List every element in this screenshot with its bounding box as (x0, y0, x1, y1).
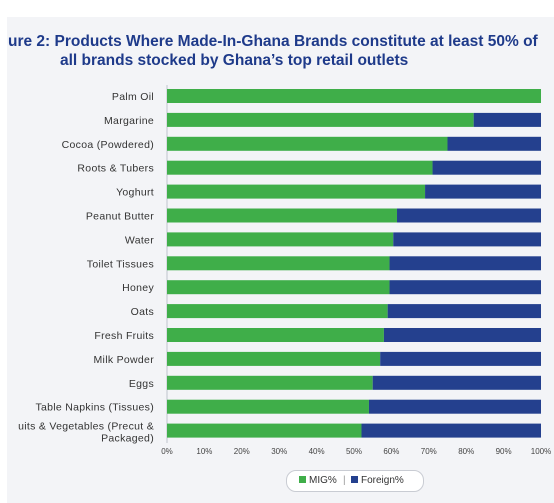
bar-foreign-8 (389, 280, 541, 295)
bar-foreign-12 (372, 375, 541, 390)
x-tick-label: 70% (421, 447, 437, 456)
category-label: Oats (131, 306, 154, 318)
x-tick-label: 50% (346, 447, 362, 456)
bar-foreign-6 (393, 232, 541, 247)
x-tick-label: 30% (271, 447, 287, 456)
legend-separator: | (343, 475, 346, 486)
bar-foreign-14 (361, 423, 541, 438)
bar-mig-6 (167, 232, 394, 247)
bar-mig-3 (167, 160, 433, 175)
legend-label-foreign: Foreign% (361, 475, 404, 486)
bar-mig-1 (167, 112, 474, 127)
bar-foreign-11 (380, 351, 541, 366)
category-label: Milk Powder (94, 354, 155, 366)
title-line-2: all brands stocked by Ghana’s top retail… (60, 52, 409, 69)
category-label: Fresh Fruits (94, 330, 154, 342)
bar-foreign-13 (368, 399, 541, 414)
bar-mig-0 (167, 89, 541, 103)
bar-foreign-7 (389, 256, 541, 271)
bar-mig-13 (167, 399, 369, 414)
category-label: uits & Vegetables (Precut & Packaged) (18, 421, 154, 445)
bar-foreign-5 (397, 208, 541, 223)
chart-legend: MIG% | Foreign% (286, 470, 424, 492)
figure-title: ure 2: Products Where Made-In-Ghana Bran… (0, 33, 554, 73)
category-label: Eggs (129, 378, 154, 390)
category-label: Palm Oil (112, 91, 154, 103)
category-label: Table Napkins (Tissues) (35, 402, 154, 414)
x-tick-label: 10% (196, 447, 212, 456)
bar-foreign-4 (425, 184, 541, 199)
x-tick-label: 40% (309, 447, 325, 456)
category-label: Toilet Tissues (87, 258, 154, 270)
title-text-1: Products Where Made-In-Ghana Brands cons… (50, 33, 538, 50)
bar-mig-4 (167, 184, 426, 199)
bar-foreign-1 (473, 112, 541, 127)
category-label: Honey (122, 282, 154, 294)
legend-swatch-foreign (351, 476, 358, 483)
x-tick-label: 20% (234, 447, 250, 456)
title-line-1: ure 2: Products Where Made-In-Ghana Bran… (8, 33, 554, 51)
category-label: Yoghurt (116, 187, 154, 199)
bar-foreign-10 (383, 328, 541, 342)
x-tick-label: 90% (496, 447, 512, 456)
bar-mig-11 (167, 351, 381, 366)
bar-mig-9 (167, 304, 388, 319)
legend-item-mig: MIG% (299, 475, 337, 486)
category-label: Peanut Butter (86, 211, 154, 223)
category-label: Water (125, 234, 154, 246)
bar-mig-8 (167, 280, 390, 295)
x-tick-label: 60% (383, 447, 399, 456)
legend-item-foreign: Foreign% (351, 475, 404, 486)
bar-foreign-2 (447, 136, 541, 151)
title-prefix: ure 2: (8, 33, 51, 50)
x-tick-label: 0% (161, 447, 173, 456)
x-tick-label: 80% (458, 447, 474, 456)
category-label: Margarine (104, 115, 154, 127)
bar-mig-10 (167, 328, 384, 342)
category-label: Roots & Tubers (77, 163, 154, 175)
legend-swatch-mig (299, 476, 306, 483)
bar-mig-7 (167, 256, 390, 271)
bar-mig-5 (167, 208, 398, 223)
legend-label-mig: MIG% (309, 475, 337, 486)
bar-mig-12 (167, 375, 373, 390)
bar-foreign-9 (387, 304, 541, 319)
x-tick-label: 100% (531, 447, 551, 456)
category-label: Cocoa (Powdered) (62, 139, 154, 151)
bar-foreign-3 (432, 160, 541, 175)
bar-mig-14 (167, 423, 362, 438)
bar-mig-2 (167, 136, 448, 151)
